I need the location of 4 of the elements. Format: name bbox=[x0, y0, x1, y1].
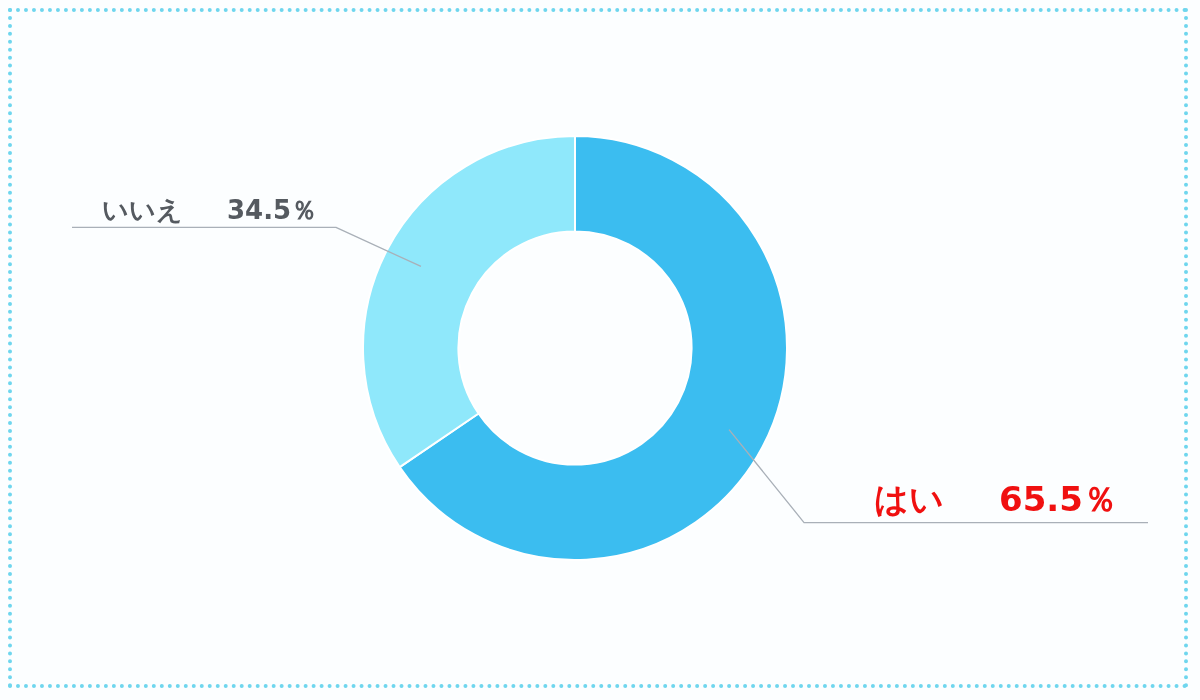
data-label: 65.5％ bbox=[999, 478, 1117, 519]
slice-label: はい bbox=[874, 478, 945, 519]
slice-label: いいえ bbox=[102, 195, 183, 226]
data-label: 34.5％ bbox=[227, 195, 318, 226]
